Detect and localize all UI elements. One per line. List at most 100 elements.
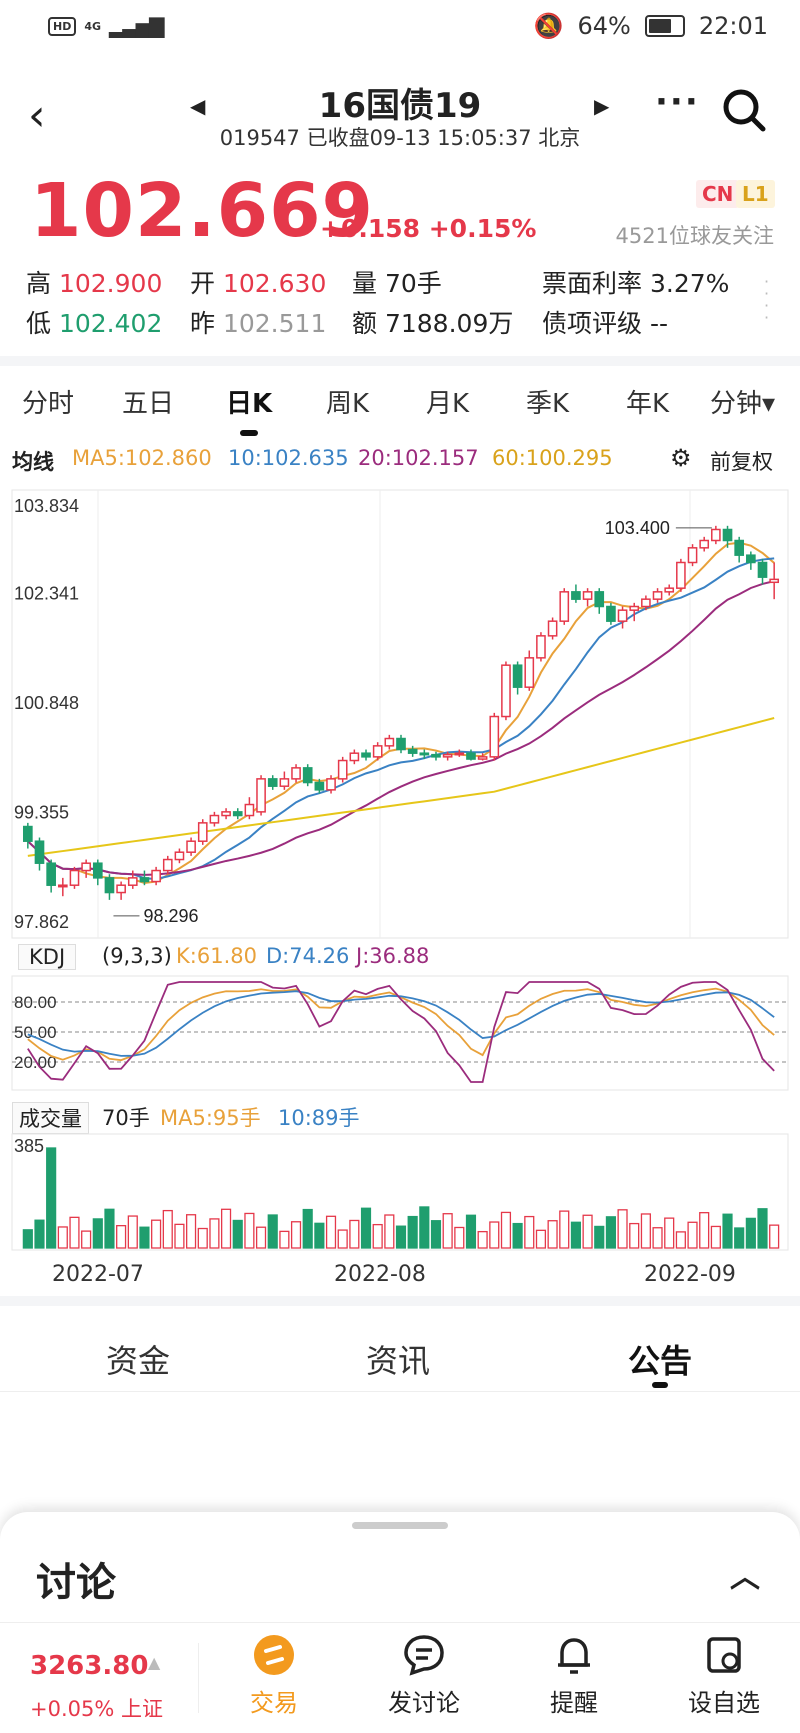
search-icon[interactable] [722, 88, 766, 132]
candle-body [722, 528, 733, 542]
candle-body [337, 759, 348, 780]
tab-quarterly-k[interactable]: 季K [526, 388, 570, 419]
tab-five-day[interactable]: 五日 [122, 388, 175, 419]
tab-minute[interactable]: 分钟▾ [710, 388, 776, 419]
back-arrow-icon[interactable]: ‹ [28, 90, 46, 141]
volume-bar [290, 1221, 302, 1249]
candle [361, 749, 371, 761]
volume-bar [722, 1213, 733, 1249]
candle [244, 797, 255, 820]
candle-body [757, 561, 768, 578]
candle-body [396, 737, 406, 751]
candle [571, 584, 581, 603]
candle [711, 525, 721, 545]
kdj-label[interactable]: KDJ [18, 944, 77, 970]
stat-value: 102.402 [58, 309, 163, 338]
next-stock-arrow-icon[interactable]: ▶ [594, 94, 610, 118]
candle [174, 848, 185, 864]
index-change[interactable]: +0.05% 上证 [30, 1697, 163, 1721]
page-subtitle: 019547 已收盘09-13 15:05:37 北京 [219, 126, 581, 150]
followers-count[interactable]: 4521位球友关注 [615, 224, 774, 248]
tab-daily-k[interactable]: 日K [226, 388, 273, 419]
adjust-mode[interactable]: 前复权 [710, 450, 773, 474]
discussion-sheet[interactable]: 讨论 ︿ [0, 1512, 800, 1622]
ma60-value: 60:100.295 [492, 446, 613, 470]
volume-bar [220, 1208, 232, 1249]
candle [46, 859, 56, 893]
candle [69, 866, 80, 889]
volume-label[interactable]: 成交量 [12, 1102, 89, 1134]
volume-bar [757, 1208, 768, 1249]
nav-trade[interactable]: 交易 [214, 1633, 334, 1718]
sheet-handle[interactable] [352, 1522, 448, 1529]
volume-bar [46, 1147, 57, 1249]
volume-bar [465, 1214, 477, 1249]
candle [267, 775, 278, 790]
candle [676, 558, 686, 592]
candle [34, 837, 45, 871]
index-trend-icon: ▲ [148, 1653, 161, 1672]
index-value[interactable]: 3263.80 [30, 1651, 149, 1681]
candle [769, 562, 780, 600]
candle [454, 749, 465, 757]
candle-body [431, 753, 441, 758]
nav-post[interactable]: 发讨论 [364, 1633, 484, 1718]
more-menu-icon[interactable]: ··· [655, 82, 700, 122]
discussion-title: 讨论 [36, 1560, 116, 1606]
volume-bar [640, 1213, 651, 1249]
content-tabs: 资金 资讯 公告 [0, 1296, 800, 1392]
battery-icon [644, 15, 685, 37]
tab-funds[interactable]: 资金 [106, 1342, 171, 1380]
volume-bar [559, 1210, 570, 1249]
tab-yearly-k[interactable]: 年K [626, 388, 670, 419]
nav-watchlist[interactable]: 设自选 [664, 1633, 784, 1718]
kdj-level-label: 20.00 [14, 1053, 57, 1072]
tab-announcements[interactable]: 公告 [628, 1342, 693, 1380]
chevron-up-icon[interactable]: ︿ [730, 1560, 760, 1595]
min-price-label: 98.296 [143, 906, 198, 926]
candle [746, 551, 756, 570]
candle-body [419, 752, 430, 756]
candle-body [57, 884, 68, 888]
divider [198, 1643, 199, 1713]
volume-bar [419, 1206, 430, 1249]
candle-body [127, 877, 138, 886]
tab-monthly-k[interactable]: 月K [426, 388, 470, 419]
volume-bar [512, 1222, 523, 1249]
candle-body [652, 591, 663, 600]
nav-alert[interactable]: 提醒 [514, 1633, 634, 1718]
candle-body [617, 609, 628, 622]
volume-bar [22, 1229, 33, 1249]
ma10-value: 10:102.635 [228, 446, 349, 470]
clock: 22:01 [698, 12, 768, 40]
candle [349, 749, 360, 765]
battery-percent: 64% [577, 12, 631, 40]
candle-body [711, 528, 721, 542]
volume-bar [302, 1208, 313, 1249]
network-indicator: 4G [84, 19, 102, 33]
candlestick-chart[interactable]: 103.834 102.341 100.848 99.355 97.862 103.40… [10, 480, 790, 940]
tab-weekly-k[interactable]: 周K [326, 388, 370, 419]
candle-body [174, 851, 185, 861]
volume-bar [279, 1230, 290, 1249]
active-tab-indicator [240, 430, 258, 436]
volume-bar [769, 1224, 780, 1249]
stat-high: 高 102.900 [26, 264, 162, 300]
adjust-settings-icon[interactable]: ⚙ [670, 444, 692, 472]
expand-dots-icon[interactable]: · · · · [764, 272, 770, 327]
candle [291, 764, 301, 783]
kdj-lines [27, 981, 775, 1083]
candle-body [116, 884, 126, 894]
stat-label: 开 [190, 269, 216, 298]
volume-bar [664, 1217, 675, 1249]
stat-label: 票面利率 [542, 269, 643, 298]
prev-stock-arrow-icon[interactable]: ◀ [190, 94, 206, 118]
candle [279, 771, 290, 790]
candle-body [547, 620, 558, 637]
candle-body [442, 753, 453, 758]
stat-label: 昨 [190, 309, 216, 338]
candle-body [559, 591, 570, 622]
stat-label: 低 [26, 309, 52, 338]
tab-news[interactable]: 资讯 [366, 1342, 431, 1380]
tab-intraday[interactable]: 分时 [22, 388, 75, 419]
